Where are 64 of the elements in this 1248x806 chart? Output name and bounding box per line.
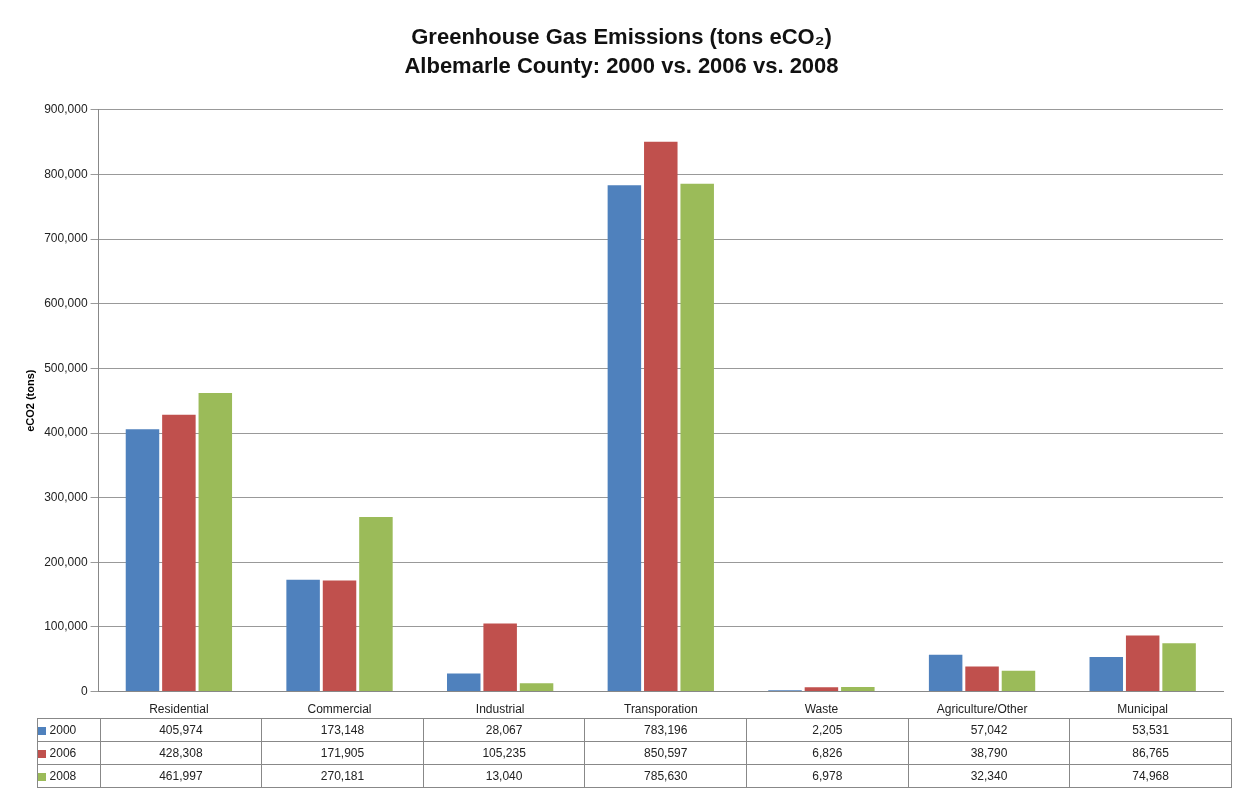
bar [644,141,678,692]
data-label: 270,181 [261,764,424,788]
data-label: 53,531 [1069,718,1232,742]
data-label: 57,042 [908,718,1070,742]
chart-subtitle: Albemarle County: 2000 vs. 2006 vs. 2008 [404,52,839,78]
data-label: 405,974 [100,718,262,742]
bar [1125,635,1160,692]
bar [519,683,554,692]
legend-label: 2006 [37,741,101,765]
data-label: 461,997 [100,764,262,788]
y-tick-label: 600,000 [44,296,88,311]
y-tick-label: 500,000 [44,360,88,375]
x-tick-label: Residential [149,702,209,717]
bar [359,516,393,692]
data-label: 428,308 [100,741,262,765]
bar [928,654,963,692]
y-tick-label: 700,000 [44,231,88,246]
bar [1089,657,1124,692]
bar [125,429,160,692]
x-tick-label: Industrial [475,702,525,717]
bar [804,687,839,692]
data-label: 13,040 [423,764,585,788]
legend-label: 2008 [37,764,101,788]
bar [447,673,481,692]
y-axis-title: eCO2 (tons) [23,369,36,432]
y-tick-label: 300,000 [44,489,88,504]
bar [680,183,714,692]
bar [1162,643,1196,692]
chart-title: Greenhouse Gas Emissions (tons eCO₂) [411,24,832,50]
legend-label: 2000 [37,718,101,742]
data-label: 105,235 [423,741,585,765]
bar [607,185,642,692]
data-label: 6,826 [746,741,909,765]
data-label: 850,597 [584,741,747,765]
bar [162,414,196,692]
bar [322,580,357,692]
y-tick-label: 200,000 [44,554,88,569]
y-tick-label: 100,000 [44,619,88,634]
y-tick-label: 400,000 [44,425,88,440]
data-label: 38,790 [908,741,1070,765]
bar [198,392,233,692]
bar [286,579,320,692]
x-tick-label: Municipal [1117,702,1169,717]
y-tick-label: 0 [80,683,88,698]
bar [841,687,875,692]
data-label: 86,765 [1069,741,1232,765]
data-label: 785,630 [584,764,747,788]
data-label: 6,978 [746,764,909,788]
y-tick-label: 800,000 [44,166,88,181]
data-label: 32,340 [908,764,1070,788]
data-label: 28,067 [423,718,585,742]
data-label: 783,196 [584,718,747,742]
data-label: 171,905 [261,741,424,765]
x-tick-label: Waste [804,702,839,717]
bar [1001,670,1036,692]
data-label: 173,148 [261,718,424,742]
data-label: 74,968 [1069,764,1232,788]
x-tick-label: Transporation [623,702,698,717]
y-tick-label: 900,000 [44,102,88,117]
bar [965,666,999,692]
x-tick-label: Commercial [307,702,372,717]
bar [483,623,517,692]
data-label: 2,205 [746,718,909,742]
x-tick-label: Agriculture/Other [936,702,1028,717]
